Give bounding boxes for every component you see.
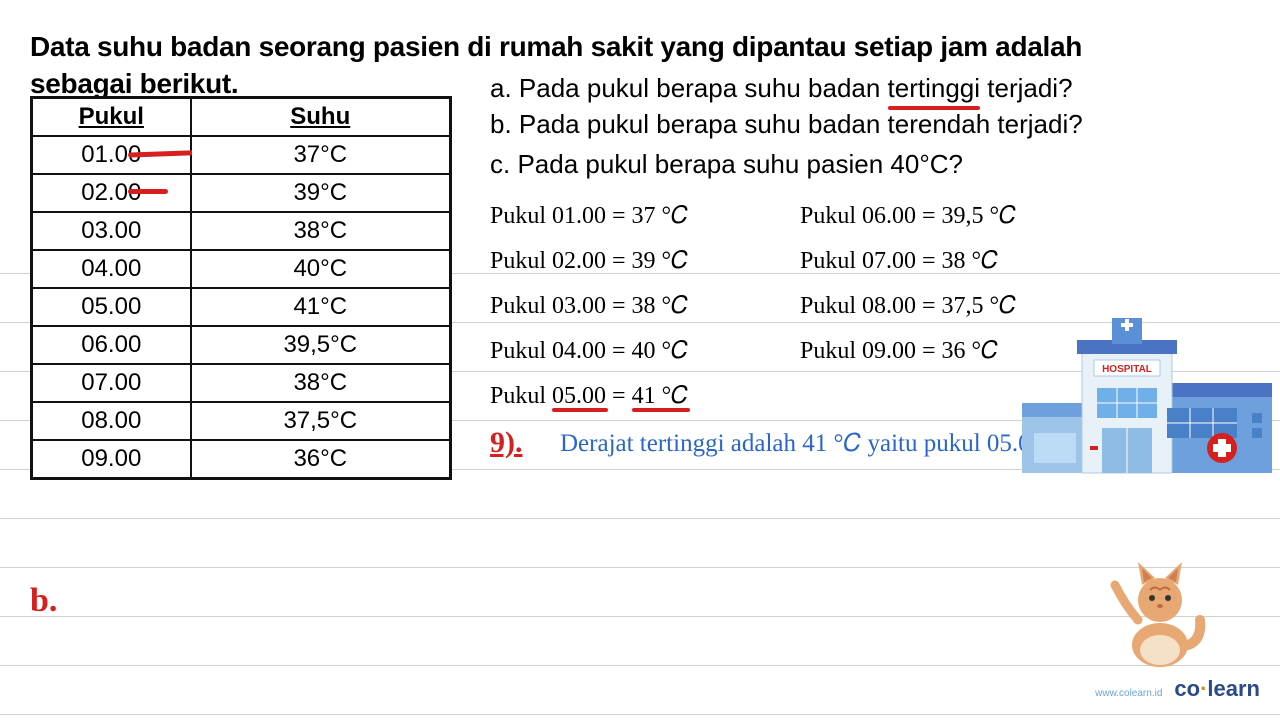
table-row: 04.0040°C [32, 250, 451, 288]
work-item: Pukul 08.00 = 37,5 °𝐶 [800, 293, 1100, 320]
cell-pukul: 09.00 [32, 440, 191, 479]
cell-suhu: 38°C [191, 364, 451, 402]
cell-pukul: 01.00 [32, 136, 191, 174]
answer-text: Derajat tertinggi adalah 41 °𝐶 yaitu puk… [560, 430, 1043, 457]
cell-pukul: 06.00 [32, 326, 191, 364]
cell-suhu: 37°C [191, 136, 451, 174]
table-row: 08.0037,5°C [32, 402, 451, 440]
work-item: Pukul 01.00 = 37 °𝐶 [490, 203, 790, 230]
cell-pukul: 08.00 [32, 402, 191, 440]
work-last-eq: = [606, 383, 632, 409]
work-item: Pukul 07.00 = 38 °𝐶 [800, 248, 1100, 275]
question-b: b. Pada pukul berapa suhu badan terendah… [490, 104, 1250, 144]
work-item: Pukul 02.00 = 39 °𝐶 [490, 248, 790, 275]
logo-co: co [1174, 676, 1200, 701]
intro-line2: sebagai berikut. [30, 68, 490, 100]
cell-pukul: 02.00 [32, 174, 191, 212]
cell-suhu: 36°C [191, 440, 451, 479]
work-item: Pukul 04.00 = 40 °𝐶 [490, 338, 790, 365]
table-row: 07.0038°C [32, 364, 451, 402]
answer-label: 9). [490, 426, 523, 460]
logo-learn: learn [1207, 676, 1260, 701]
work-item-highlight: Pukul 05.00 = 41 °𝐶 [490, 383, 790, 410]
work-item: Pukul 06.00 = 39,5 °𝐶 [800, 203, 1100, 230]
cell-pukul: 03.00 [32, 212, 191, 250]
svg-text:HOSPITAL: HOSPITAL [1102, 364, 1152, 375]
work-last-pre: Pukul [490, 383, 552, 409]
work-last-val: 41 °𝐶 [632, 383, 689, 409]
handwritten-b: b. [30, 582, 57, 620]
question-a-highlight: tertinggi [888, 68, 981, 108]
cell-pukul: 05.00 [32, 288, 191, 326]
data-table: Pukul Suhu 01.00 37°C 02.00 39°C 03.0038… [30, 96, 452, 480]
question-a: a. Pada pukul berapa suhu badan tertingg… [490, 68, 1250, 108]
logo-area: www.colearn.id co·learn [1095, 676, 1260, 702]
cell-suhu: 41°C [191, 288, 451, 326]
cell-pukul: 07.00 [32, 364, 191, 402]
cell-suhu: 40°C [191, 250, 451, 288]
questions-block: a. Pada pukul berapa suhu badan tertingg… [490, 68, 1250, 108]
cell-suhu: 38°C [191, 212, 451, 250]
cell-suhu: 39°C [191, 174, 451, 212]
logo-url: www.colearn.id [1095, 688, 1162, 699]
intro-line1: Data suhu badan seorang pasien di rumah … [30, 28, 1250, 66]
table-row: 05.0041°C [32, 288, 451, 326]
question-a-post: terjadi? [980, 73, 1073, 103]
table-row: 02.00 39°C [32, 174, 451, 212]
cat-icon [1100, 550, 1210, 670]
table-row: 03.0038°C [32, 212, 451, 250]
table-header-pukul: Pukul [32, 98, 191, 137]
table-row: 01.00 37°C [32, 136, 451, 174]
question-a-pre: a. Pada pukul berapa suhu badan [490, 73, 888, 103]
question-c: c. Pada pukul berapa suhu pasien 40°C? [490, 144, 1250, 184]
cell-pukul: 04.00 [32, 250, 191, 288]
hospital-icon: HOSPITAL [1022, 318, 1272, 478]
work-item: Pukul 03.00 = 38 °𝐶 [490, 293, 790, 320]
work-last-time: 05.00 [552, 383, 606, 409]
logo-text: co·learn [1174, 676, 1260, 702]
cell-suhu: 37,5°C [191, 402, 451, 440]
cell-suhu: 39,5°C [191, 326, 451, 364]
table-row: 06.0039,5°C [32, 326, 451, 364]
data-table-wrap: Pukul Suhu 01.00 37°C 02.00 39°C 03.0038… [30, 96, 460, 480]
table-row: 09.0036°C [32, 440, 451, 479]
table-header-suhu: Suhu [191, 98, 451, 137]
red-annotation [128, 189, 168, 194]
